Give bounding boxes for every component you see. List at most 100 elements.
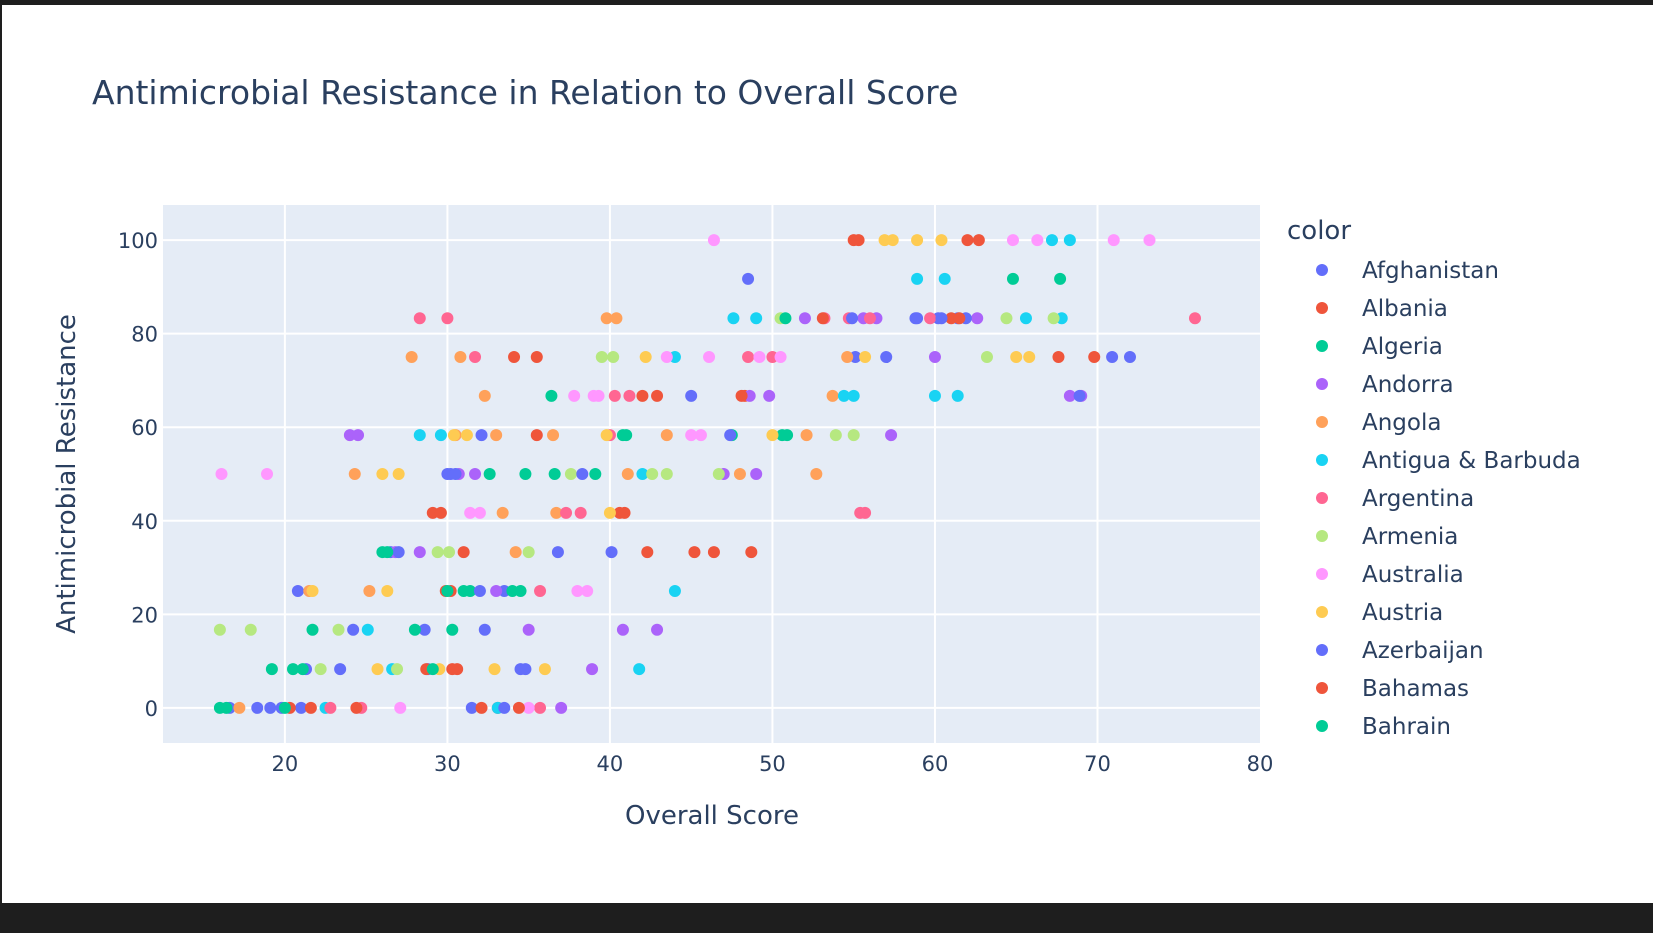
data-point[interactable]	[859, 506, 872, 519]
data-point[interactable]	[538, 663, 551, 676]
data-point[interactable]	[441, 312, 454, 325]
legend-item[interactable]: Bahrain	[1316, 714, 1451, 740]
data-point[interactable]	[651, 623, 664, 636]
data-point[interactable]	[592, 389, 605, 402]
data-point[interactable]	[233, 701, 246, 714]
data-point[interactable]	[443, 546, 456, 559]
data-point[interactable]	[496, 506, 509, 519]
data-point[interactable]	[935, 312, 948, 325]
data-point[interactable]	[488, 663, 501, 676]
data-point[interactable]	[560, 506, 573, 519]
data-point[interactable]	[408, 623, 421, 636]
data-point[interactable]	[595, 351, 608, 364]
data-point[interactable]	[446, 663, 459, 676]
data-point[interactable]	[530, 351, 543, 364]
data-point[interactable]	[545, 389, 558, 402]
data-point[interactable]	[381, 546, 394, 559]
data-point[interactable]	[924, 312, 937, 325]
data-point[interactable]	[434, 506, 447, 519]
data-point[interactable]	[371, 663, 384, 676]
data-point[interactable]	[394, 701, 407, 714]
data-point[interactable]	[478, 623, 491, 636]
legend-item[interactable]: Argentina	[1316, 486, 1474, 512]
data-point[interactable]	[547, 429, 560, 442]
data-point[interactable]	[413, 546, 426, 559]
data-point[interactable]	[1063, 234, 1076, 247]
data-point[interactable]	[616, 623, 629, 636]
data-point[interactable]	[1073, 389, 1086, 402]
data-point[interactable]	[1063, 389, 1076, 402]
data-point[interactable]	[522, 701, 535, 714]
data-point[interactable]	[464, 506, 477, 519]
data-point[interactable]	[1019, 312, 1032, 325]
legend-item[interactable]: Algeria	[1316, 334, 1443, 360]
data-point[interactable]	[971, 312, 984, 325]
data-point[interactable]	[753, 351, 766, 364]
data-point[interactable]	[413, 429, 426, 442]
data-point[interactable]	[863, 312, 876, 325]
data-point[interactable]	[508, 351, 521, 364]
legend-item[interactable]: Albania	[1316, 296, 1448, 322]
data-point[interactable]	[363, 584, 376, 597]
data-point[interactable]	[287, 663, 300, 676]
data-point[interactable]	[391, 663, 404, 676]
data-point[interactable]	[534, 584, 547, 597]
data-point[interactable]	[475, 701, 488, 714]
data-point[interactable]	[264, 701, 277, 714]
data-point[interactable]	[1106, 351, 1119, 364]
data-point[interactable]	[938, 272, 951, 285]
data-point[interactable]	[911, 234, 924, 247]
data-point[interactable]	[847, 429, 860, 442]
data-point[interactable]	[742, 351, 755, 364]
data-point[interactable]	[581, 584, 594, 597]
data-point[interactable]	[251, 701, 264, 714]
data-point[interactable]	[473, 506, 486, 519]
data-point[interactable]	[1031, 234, 1044, 247]
data-point[interactable]	[800, 429, 813, 442]
data-point[interactable]	[278, 701, 291, 714]
data-point[interactable]	[413, 312, 426, 325]
data-point[interactable]	[530, 429, 543, 442]
data-point[interactable]	[550, 506, 563, 519]
data-point[interactable]	[911, 272, 924, 285]
data-point[interactable]	[847, 389, 860, 402]
data-point[interactable]	[1047, 312, 1060, 325]
data-point[interactable]	[441, 584, 454, 597]
data-point[interactable]	[295, 701, 308, 714]
data-point[interactable]	[859, 351, 872, 364]
data-point[interactable]	[478, 389, 491, 402]
data-point[interactable]	[519, 663, 532, 676]
data-point[interactable]	[381, 584, 394, 597]
data-point[interactable]	[469, 468, 482, 480]
data-point[interactable]	[431, 546, 444, 559]
data-point[interactable]	[1143, 234, 1156, 247]
data-point[interactable]	[522, 546, 535, 559]
data-point[interactable]	[750, 468, 763, 480]
data-point[interactable]	[826, 389, 839, 402]
data-point[interactable]	[953, 312, 966, 325]
data-point[interactable]	[332, 623, 345, 636]
data-point[interactable]	[571, 584, 584, 597]
data-point[interactable]	[361, 623, 374, 636]
data-point[interactable]	[727, 312, 740, 325]
data-point[interactable]	[660, 351, 673, 364]
data-point[interactable]	[347, 623, 360, 636]
data-point[interactable]	[603, 506, 616, 519]
data-point[interactable]	[651, 389, 664, 402]
data-point[interactable]	[498, 701, 511, 714]
data-point[interactable]	[810, 468, 823, 480]
data-point[interactable]	[512, 701, 525, 714]
data-point[interactable]	[475, 429, 488, 442]
data-point[interactable]	[392, 546, 405, 559]
data-point[interactable]	[1006, 272, 1019, 285]
data-point[interactable]	[911, 312, 924, 325]
data-point[interactable]	[928, 351, 941, 364]
data-point[interactable]	[641, 546, 654, 559]
data-point[interactable]	[847, 234, 860, 247]
data-point[interactable]	[733, 468, 746, 480]
data-point[interactable]	[621, 468, 634, 480]
data-point[interactable]	[841, 351, 854, 364]
data-point[interactable]	[1006, 234, 1019, 247]
data-point[interactable]	[763, 389, 776, 402]
data-point[interactable]	[846, 312, 859, 325]
